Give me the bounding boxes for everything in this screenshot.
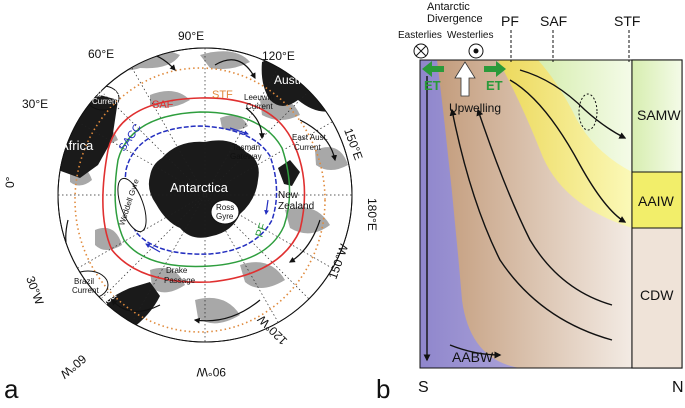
saf-front <box>102 97 306 284</box>
eddy-mixing <box>578 93 598 131</box>
svg-text:ET: ET <box>424 78 441 93</box>
panel-b-section: Antarctic Divergence Easterlies Westerli… <box>376 1 684 404</box>
drake-label-1: Drake <box>166 266 188 275</box>
pf-top-label: PF <box>501 13 519 29</box>
easterlies-symbol <box>413 43 429 59</box>
label-30e: 30°E <box>22 97 48 111</box>
label-60e: 60°E <box>88 47 114 61</box>
antarctica-label: Antarctica <box>170 180 229 195</box>
ross-label-1: Ross <box>216 203 234 212</box>
leeuwin-label-2: Current <box>246 102 273 111</box>
stf-front <box>74 67 326 333</box>
new-zealand-shape <box>278 160 300 186</box>
samw-label: SAMW <box>637 107 681 123</box>
label-60w: 60°W <box>57 352 89 382</box>
stf-top-label: STF <box>614 13 640 29</box>
et-arrow-right: ET <box>484 61 506 93</box>
cdw-label: CDW <box>640 287 674 303</box>
drake-label-2: Passage <box>164 276 196 285</box>
graticule <box>58 48 352 342</box>
cdw-box <box>631 227 683 369</box>
leeuwin-label-1: Leeuwin <box>244 93 274 102</box>
panel-a-map: 90°E 60°E 120°E 30°E 150°E 0° 180°E 30°W… <box>3 29 379 404</box>
australia-label: Australia <box>274 73 321 87</box>
label-120e: 120°E <box>262 49 295 63</box>
saf-top-label: SAF <box>540 13 567 29</box>
sacc-arrows <box>145 127 269 253</box>
africa-label: Africa <box>60 138 94 153</box>
stf-label: STF <box>212 89 233 101</box>
samw-layer <box>538 60 632 172</box>
front-markers <box>510 30 630 62</box>
brazil-label-1: Brazil <box>74 277 94 286</box>
new-zealand-label-2: Zealand <box>278 201 314 212</box>
divergence-label-2: Divergence <box>427 13 483 25</box>
east-aust-label-1: East Aust. <box>292 133 328 142</box>
label-180e: 180°E <box>365 198 379 231</box>
water-mass-labels: SAMW AAIW CDW AABW <box>452 107 681 365</box>
overturning-arrows <box>423 69 627 362</box>
label-0: 0° <box>3 176 17 188</box>
ross-gyre <box>210 199 240 225</box>
upwelling-arrow <box>454 61 476 97</box>
label-90e: 90°E <box>178 29 204 43</box>
aabw-label: AABW <box>452 349 494 365</box>
new-zealand-label-1: New <box>278 190 299 201</box>
saf-label: SAF <box>152 99 174 111</box>
easterlies-label: Easterlies <box>398 30 442 41</box>
westerlies-symbol <box>468 43 484 59</box>
panel-b-letter: b <box>376 374 390 404</box>
agulhas-label-1: Agulhas <box>92 88 121 97</box>
weddell-gyre <box>117 177 147 233</box>
label-90w: 90°W <box>196 365 226 379</box>
ross-label-2: Gyre <box>216 212 234 221</box>
agulhas-label-2: Current <box>92 97 119 106</box>
et-arrow-left: ET <box>422 61 444 93</box>
pf-front <box>114 111 291 268</box>
top-labels: Antarctic Divergence Easterlies Westerli… <box>398 1 640 41</box>
samw-box <box>631 59 683 173</box>
pf-label: PF <box>254 221 270 239</box>
section-frame <box>419 59 683 369</box>
tasman-label-2: Gateway <box>230 152 262 161</box>
westerlies-label: Westerlies <box>447 30 494 41</box>
brazil-label-2: Current <box>72 286 99 295</box>
svg-text:ET: ET <box>486 78 503 93</box>
upwelling-label: Upwelling <box>449 101 501 115</box>
south-america-label: South America <box>56 289 119 345</box>
aaiw-label: AAIW <box>638 193 675 209</box>
north-label: N <box>672 379 684 396</box>
divergence-label-1: Antarctic <box>427 1 470 13</box>
label-30w: 30°W <box>23 274 46 307</box>
south-label: S <box>418 379 429 396</box>
east-aust-label-2: Current <box>294 143 321 152</box>
panel-a-letter: a <box>4 374 19 404</box>
tasman-label-1: Tasman <box>232 143 260 152</box>
